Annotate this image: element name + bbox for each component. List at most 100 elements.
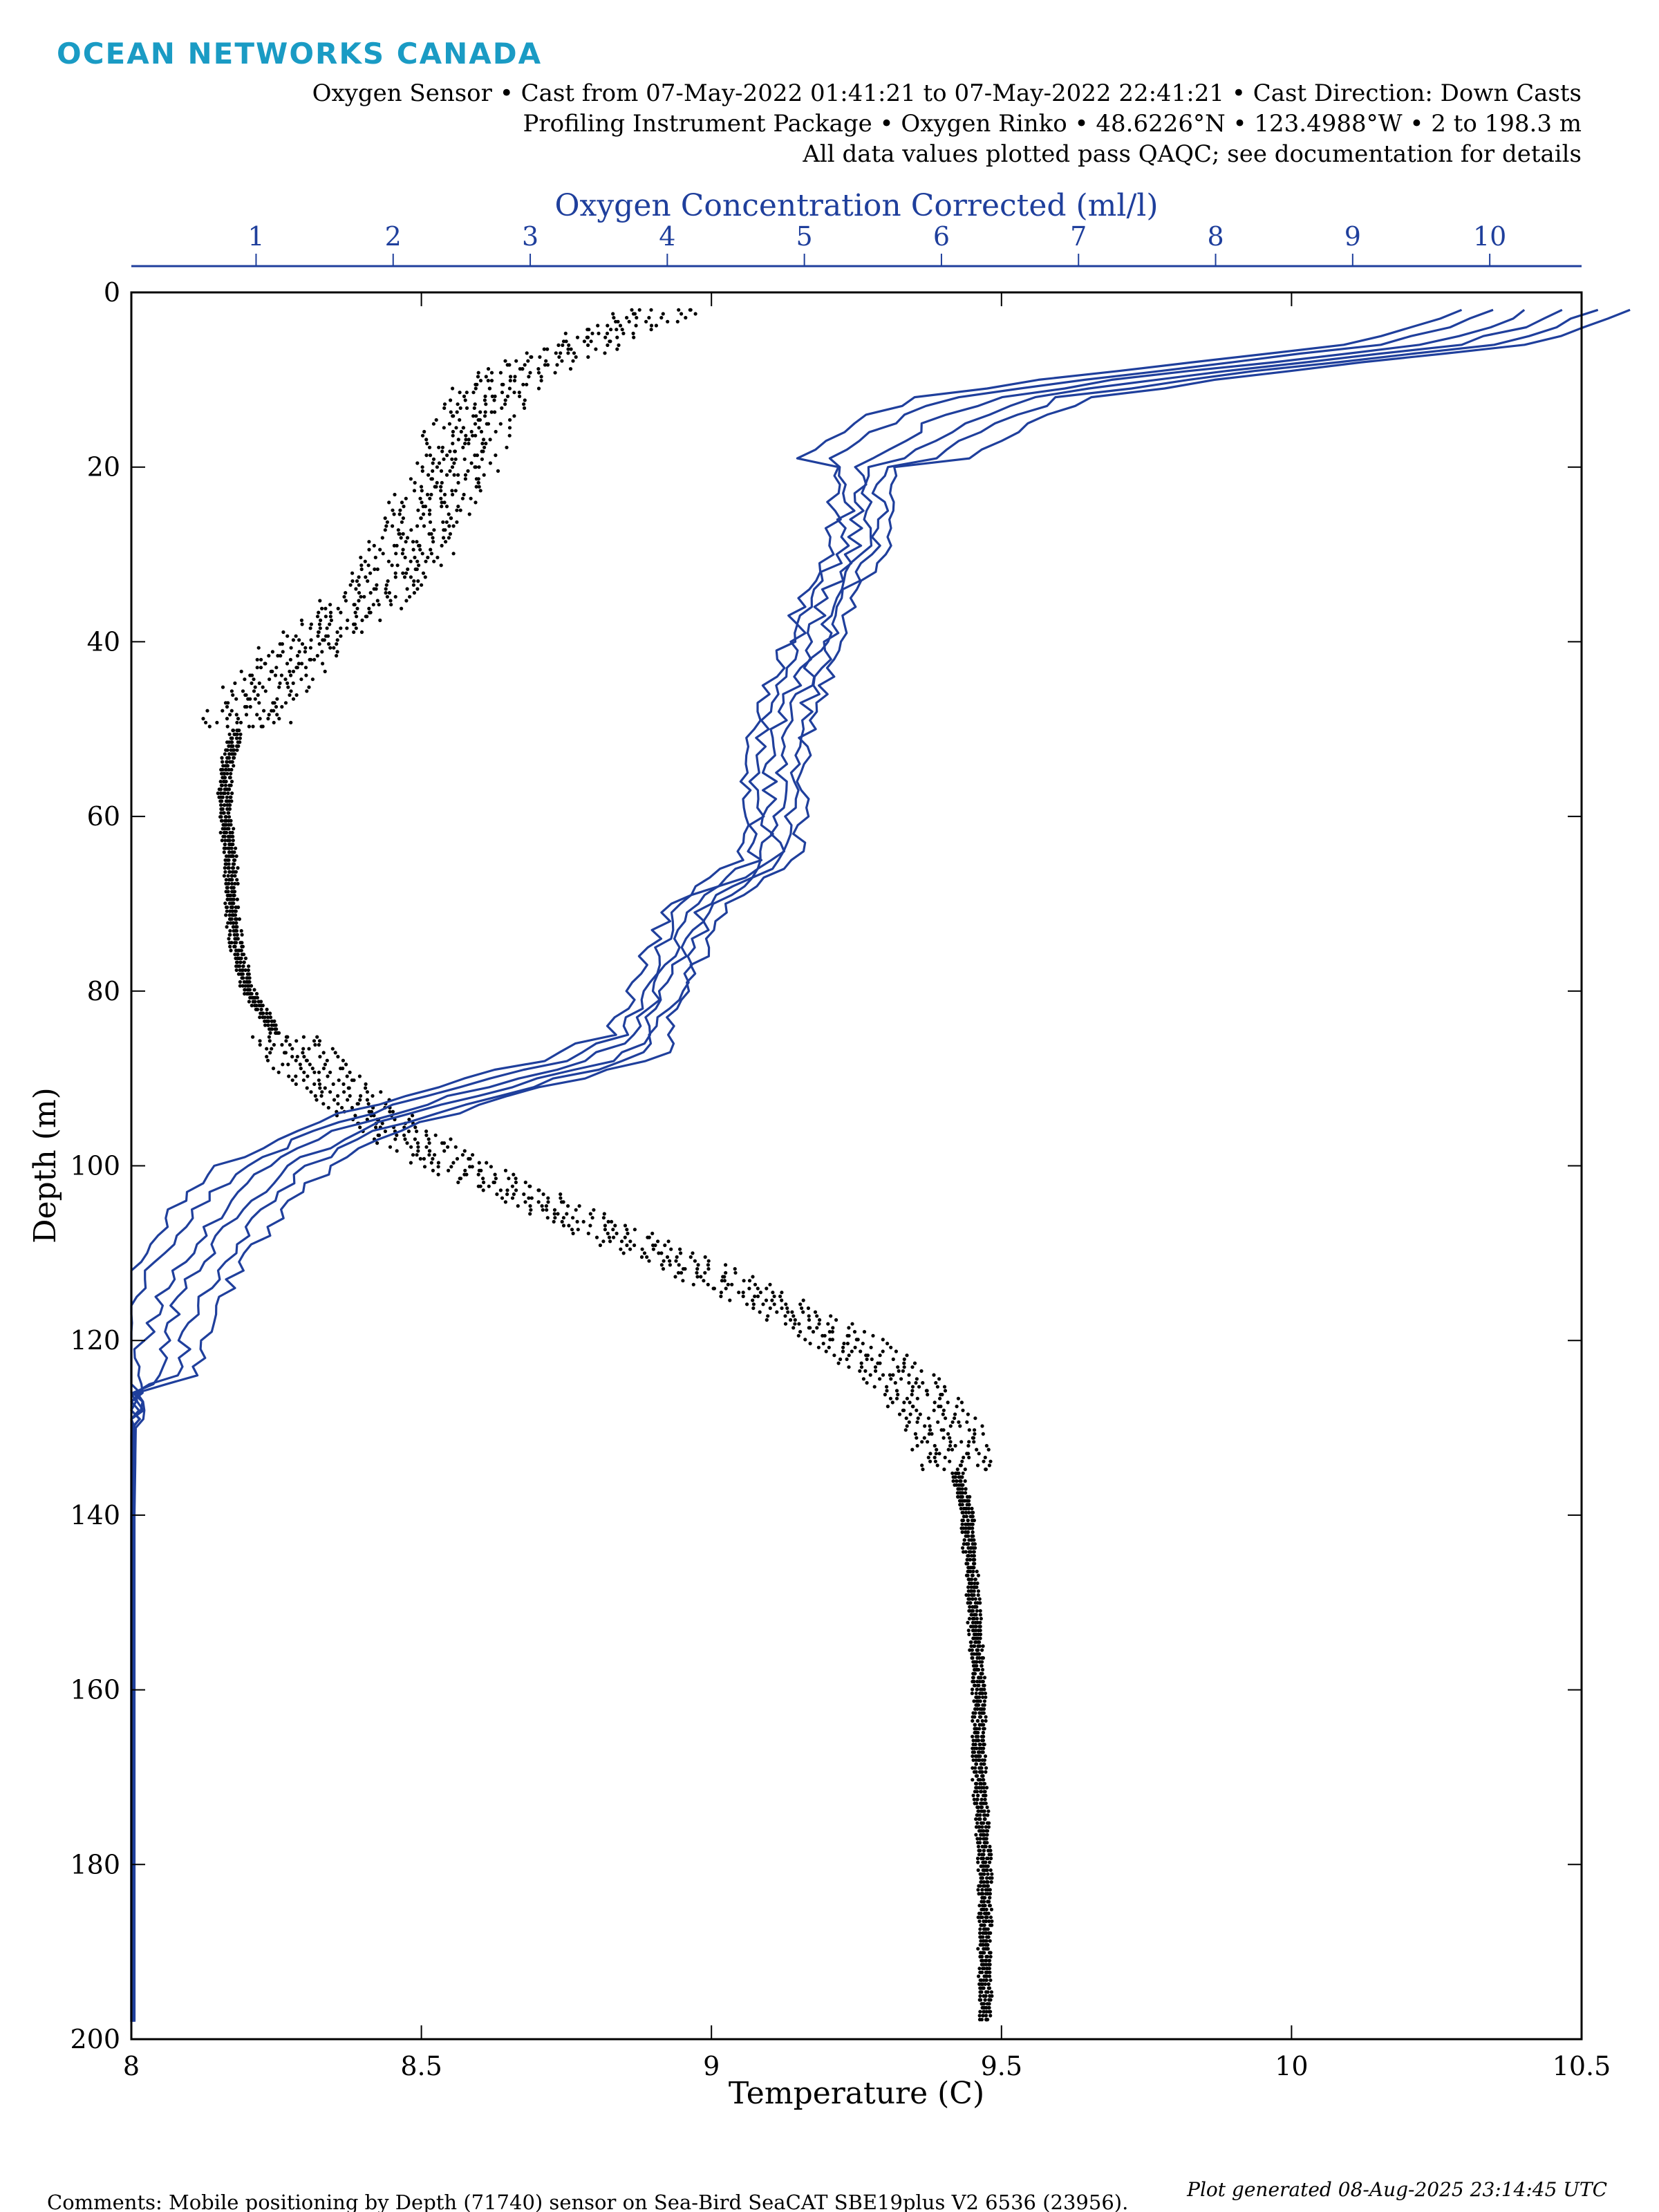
- temperature-point: [355, 1102, 359, 1106]
- temperature-point: [988, 1998, 993, 2002]
- temperature-point: [964, 1522, 968, 1526]
- temperature-point: [319, 1094, 324, 1098]
- temperature-point: [493, 410, 497, 414]
- temperature-point: [290, 1055, 294, 1059]
- temperature-point: [908, 1400, 912, 1405]
- temperature-point: [439, 469, 444, 474]
- temperature-point: [980, 1797, 984, 1801]
- temperature-point: [693, 1259, 697, 1263]
- temperature-point: [395, 543, 399, 548]
- temperature-point: [386, 559, 391, 563]
- temperature-point: [977, 1624, 982, 1629]
- temperature-point: [498, 1188, 503, 1192]
- temperature-point: [981, 2014, 985, 2018]
- temperature-point: [442, 402, 447, 406]
- temperature-point: [967, 1428, 971, 1432]
- temperature-point: [980, 1691, 984, 1696]
- temperature-point: [617, 343, 621, 347]
- temperature-point: [383, 1130, 388, 1134]
- temperature-point: [745, 1302, 749, 1306]
- temperature-point: [978, 1743, 982, 1747]
- temperature-point: [246, 968, 250, 973]
- temperature-point: [545, 363, 550, 367]
- temperature-point: [908, 1412, 912, 1416]
- temperature-point: [899, 1377, 903, 1381]
- temperature-point: [435, 555, 440, 560]
- temperature-point: [439, 489, 443, 493]
- temperature-point: [443, 528, 447, 532]
- temperature-point: [441, 520, 445, 524]
- temperature-point: [538, 355, 542, 359]
- temperature-point: [261, 1011, 265, 1015]
- temperature-point: [621, 331, 626, 335]
- temperature-point: [318, 1055, 322, 1059]
- temperature-point: [586, 343, 590, 347]
- temperature-point: [326, 1105, 330, 1110]
- temperature-point: [254, 992, 259, 996]
- temperature-point: [907, 1380, 911, 1385]
- temperature-point: [436, 1161, 441, 1165]
- temperature-point: [977, 1758, 982, 1762]
- temperature-point: [847, 1365, 851, 1369]
- temperature-point: [975, 1617, 979, 1621]
- temperature-point: [231, 925, 235, 929]
- top-tick-label: 6: [933, 221, 950, 252]
- temperature-point: [252, 677, 256, 682]
- temperature-point: [503, 359, 507, 363]
- temperature-point: [975, 1447, 979, 1452]
- temperature-point: [989, 1990, 993, 1994]
- temperature-point: [913, 1432, 917, 1436]
- temperature-point: [440, 480, 444, 485]
- temperature-point: [861, 1377, 865, 1381]
- temperature-point: [925, 1389, 929, 1393]
- temperature-point: [470, 1165, 474, 1169]
- temperature-point: [601, 1216, 606, 1220]
- temperature-point: [649, 324, 654, 328]
- temperature-point: [984, 1766, 988, 1770]
- temperature-point: [286, 1062, 290, 1067]
- temperature-point: [679, 1271, 684, 1275]
- temperature-point: [404, 540, 408, 544]
- temperature-point: [453, 1145, 458, 1149]
- temperature-point: [251, 724, 255, 729]
- temperature-point: [552, 1212, 556, 1216]
- temperature-point: [420, 500, 424, 505]
- temperature-point: [988, 1955, 993, 1959]
- temperature-point: [397, 532, 402, 536]
- temperature-point: [981, 1982, 985, 1986]
- temperature-point: [982, 1939, 986, 1943]
- temperature-point: [309, 1090, 313, 1094]
- temperature-point: [235, 736, 239, 740]
- temperature-point: [357, 575, 361, 579]
- temperature-point: [977, 1853, 982, 1857]
- temperature-point: [984, 1468, 988, 1472]
- temperature-point: [474, 414, 478, 418]
- temperature-point: [737, 1291, 741, 1295]
- temperature-point: [317, 1078, 321, 1082]
- temperature-point: [972, 1589, 976, 1593]
- temperature-point: [967, 1503, 971, 1507]
- temperature-point: [973, 1428, 977, 1432]
- temperature-point: [765, 1286, 769, 1291]
- temperature-point: [230, 760, 234, 764]
- temperature-point: [625, 316, 629, 320]
- bottom-tick-label: 8.5: [400, 2051, 442, 2081]
- temperature-point: [537, 1188, 541, 1192]
- temperature-point: [982, 1676, 987, 1680]
- temperature-point: [973, 1557, 977, 1562]
- temperature-point: [418, 543, 422, 548]
- temperature-point: [413, 1137, 418, 1141]
- temperature-point: [255, 657, 259, 662]
- temperature-point: [411, 1114, 415, 1118]
- temperature-point: [979, 1821, 984, 1825]
- temperature-point: [281, 1062, 285, 1067]
- temperature-point: [847, 1353, 851, 1358]
- temperature-point: [474, 500, 478, 505]
- temperature-point: [911, 1405, 915, 1409]
- temperature-point: [416, 1149, 420, 1153]
- temperature-point: [975, 1797, 980, 1801]
- temperature-point: [463, 473, 468, 477]
- temperature-point: [395, 1133, 399, 1137]
- temperature-point: [301, 1035, 306, 1039]
- temperature-point: [308, 626, 312, 630]
